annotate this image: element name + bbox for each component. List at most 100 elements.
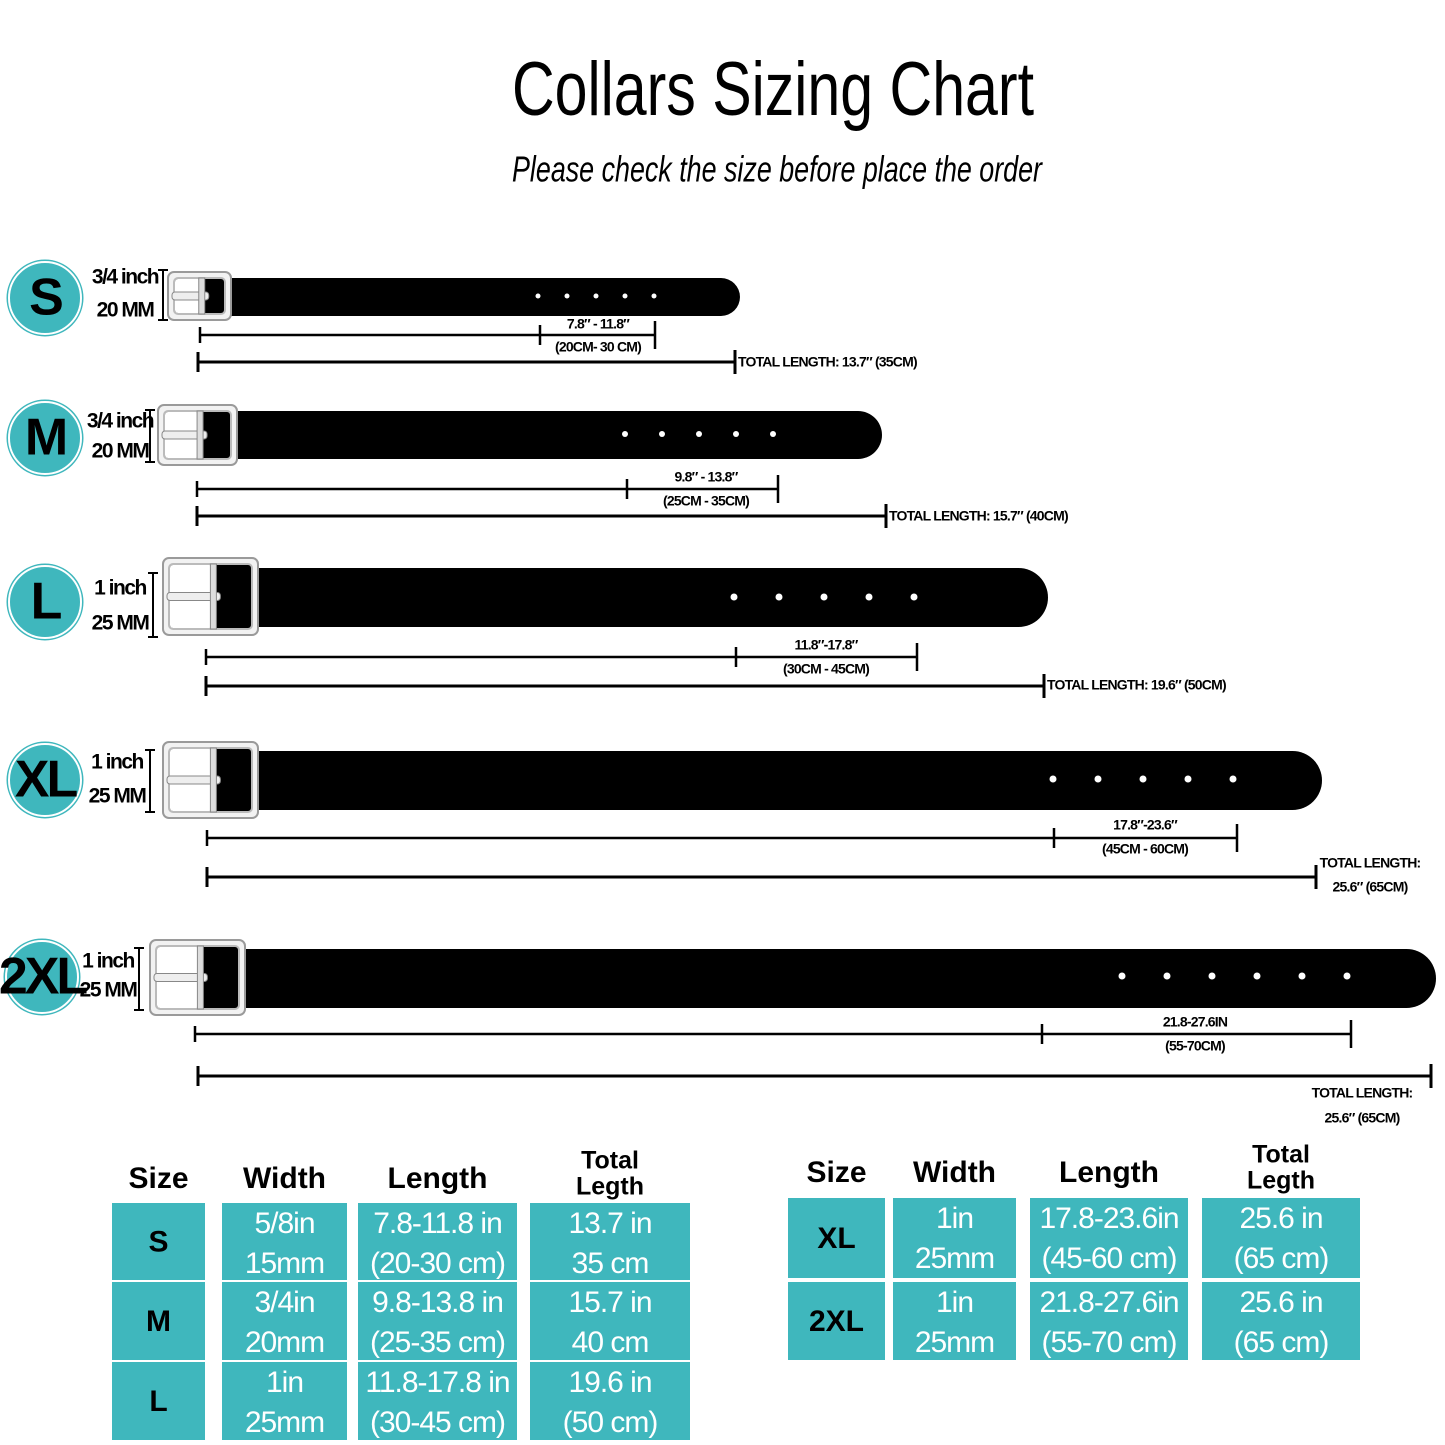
buckle-bar [209, 563, 217, 630]
width-bracket [145, 749, 155, 813]
cell-text: (20-30 cm) [370, 1247, 505, 1280]
width-bracket [148, 572, 158, 638]
buckle-prong [166, 775, 221, 785]
table-cell [112, 1203, 205, 1280]
cell-text: (55-70 cm) [1041, 1326, 1176, 1359]
cell-text: (65 cm) [1234, 1326, 1329, 1359]
strap-hole [733, 431, 739, 437]
cell-text: 21.8-27.6in [1039, 1286, 1178, 1319]
cell-text: 17.8-23.6in [1039, 1202, 1178, 1235]
range-in: 9.8″ - 13.8″ [675, 469, 739, 485]
collar-strap [200, 411, 882, 459]
strap-hole [1208, 972, 1216, 980]
size-badge-ring [8, 401, 82, 475]
buckle-bar [209, 747, 217, 813]
buckle-prong [166, 592, 221, 601]
total-line [205, 865, 1318, 889]
table-cell [358, 1282, 517, 1360]
table-cell [222, 1362, 347, 1440]
cell-text: (25-35 cm) [370, 1326, 505, 1359]
cell-text: 11.8-17.8 in [365, 1366, 509, 1399]
table-cell [530, 1203, 690, 1280]
size-badge-ring [8, 743, 82, 817]
strap-hole [820, 593, 828, 601]
table-header: Total [1252, 1141, 1310, 1169]
width-label: 3/4 inch [87, 410, 154, 433]
table-cell [530, 1362, 690, 1440]
table-cell [893, 1198, 1016, 1278]
collar-strap [200, 949, 1436, 1008]
size-badge [3, 738, 87, 822]
total-length: TOTAL LENGTH: 19.6″ (50CM) [1047, 677, 1226, 693]
strap-hole [1253, 972, 1261, 980]
range-cm: (25CM - 35CM) [663, 493, 749, 509]
strap-hole [535, 293, 541, 299]
cell-text: 25mm [915, 1326, 994, 1359]
strap-hole [622, 431, 628, 437]
cell-text: S [148, 1225, 168, 1258]
size-badge-ring [8, 261, 82, 335]
strap-hole [1343, 972, 1351, 980]
strap-hole [696, 431, 702, 437]
total-length: 25.6″ (65CM) [1333, 879, 1408, 895]
collar-strap [200, 278, 740, 316]
table-cell [788, 1198, 885, 1278]
total-length: TOTAL LENGTH: [1312, 1085, 1413, 1101]
cell-text: 25mm [915, 1242, 994, 1275]
strap-hole [770, 431, 776, 437]
range-line [204, 643, 919, 671]
cell-text: XL [817, 1222, 855, 1255]
strap-hole [1298, 972, 1306, 980]
cell-text: 20mm [245, 1326, 324, 1359]
width-label: 1 inch [82, 950, 134, 973]
range-in: 21.8-27.6IN [1163, 1014, 1228, 1030]
total-line [196, 350, 737, 374]
table-cell [893, 1282, 1016, 1360]
strap-hole [659, 431, 665, 437]
width-label: 3/4 inch [92, 266, 159, 289]
total-line [196, 1064, 1433, 1088]
cell-text: (30-45 cm) [370, 1406, 505, 1439]
range-line [193, 1020, 1353, 1048]
strap-hole [1139, 775, 1147, 783]
table-header: Legth [576, 1173, 644, 1201]
range-line [198, 321, 657, 349]
strap-hole [1184, 775, 1192, 783]
collar-strap [200, 568, 1048, 627]
size-label: M [25, 409, 65, 467]
cell-text: 13.7 in [568, 1207, 651, 1240]
table-cell [222, 1203, 347, 1280]
cell-text: 1in [936, 1286, 973, 1319]
width-mm-label: 25 MM [89, 785, 147, 808]
strap-hole [910, 593, 918, 601]
cell-text: 1in [266, 1366, 303, 1399]
title: Collars Sizing Chart [512, 47, 1034, 132]
buckle-bar [196, 945, 204, 1010]
range-cm: (20CM- 30 CM) [555, 339, 641, 355]
total-length: TOTAL LENGTH: 15.7″ (40CM) [889, 508, 1068, 524]
cell-text: 7.8-11.8 in [373, 1207, 502, 1240]
strap-hole [1094, 775, 1102, 783]
table-cell [222, 1282, 347, 1360]
size-badge [3, 256, 87, 340]
strap-hole [1163, 972, 1171, 980]
table-header: Width [913, 1156, 996, 1189]
total-length: TOTAL LENGTH: 13.7″ (35CM) [738, 354, 917, 370]
strap-hole [865, 593, 873, 601]
range-line [205, 824, 1239, 852]
strap-hole [564, 293, 570, 299]
width-label: 1 inch [91, 751, 143, 774]
strap-hole [1229, 775, 1237, 783]
width-mm-label: 25 MM [92, 612, 150, 635]
table-header: Legth [1247, 1167, 1315, 1195]
range-cm: (55-70CM) [1165, 1038, 1225, 1054]
width-mm-label: 20 MM [97, 299, 155, 322]
size-label: 2XL [0, 948, 87, 1006]
total-length: 25.6″ (65CM) [1325, 1110, 1400, 1126]
table-cell [530, 1282, 690, 1360]
cell-text: 25mm [245, 1406, 324, 1439]
table-header: Width [243, 1162, 326, 1195]
buckle-prong [161, 430, 208, 440]
size-badge-ring [8, 565, 82, 639]
